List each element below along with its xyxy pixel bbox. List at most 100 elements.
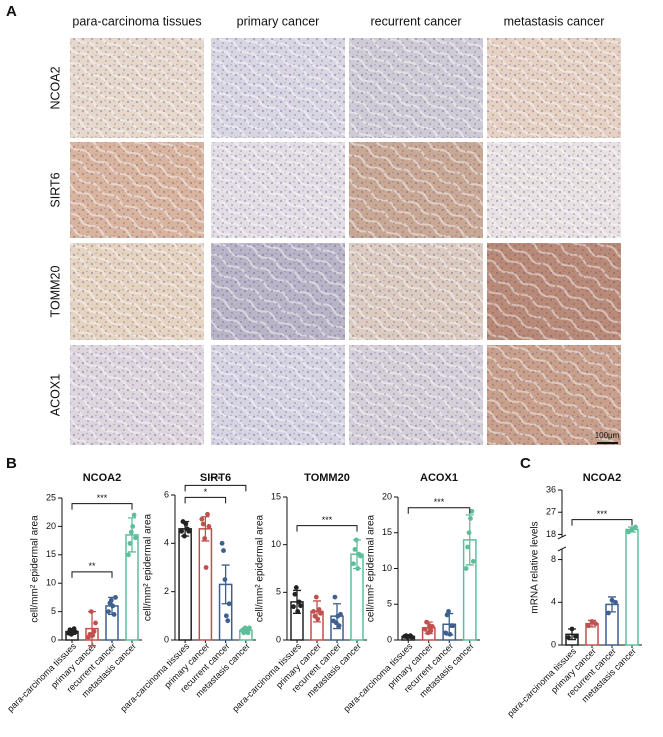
histology-nuclei [487, 38, 621, 138]
data-point [108, 597, 114, 603]
data-point [183, 521, 189, 527]
y-tick-label: 27 [546, 507, 556, 517]
data-point [127, 541, 133, 546]
y-tick-label: 20 [46, 521, 56, 531]
data-point [222, 577, 228, 582]
significance-bracket [71, 571, 113, 578]
data-point [465, 544, 470, 550]
histology-nuclei [211, 142, 345, 238]
panel-label: C [520, 455, 531, 472]
y-tick-label: 4 [164, 538, 169, 548]
data-point [318, 610, 323, 616]
data-point [352, 547, 358, 552]
y-tick-label: 36 [546, 484, 556, 494]
data-point [131, 512, 137, 518]
significance-bracket [296, 525, 358, 532]
histology-nuclei [487, 345, 621, 445]
significance-bracket [184, 484, 247, 492]
histology-nuclei [211, 38, 345, 138]
significance-label: ** [88, 561, 96, 571]
data-point [206, 524, 212, 529]
data-point [355, 566, 361, 571]
data-point [226, 601, 232, 607]
data-point [311, 609, 316, 614]
data-point [291, 604, 296, 610]
y-axis-label: cell/mm² epidermal area [30, 515, 41, 623]
data-point [633, 524, 638, 530]
data-point [573, 634, 578, 639]
column-header: metastasis cancer [504, 14, 605, 28]
significance-bracket [71, 503, 133, 510]
significance-label: * [204, 487, 208, 497]
chart-title: NCOA2 [583, 472, 622, 484]
y-tick-label: 5 [51, 606, 56, 616]
chart-title: SIRT6 [200, 472, 231, 484]
significance-label: *** [322, 515, 333, 525]
error-bar [128, 517, 136, 553]
data-point [313, 594, 319, 600]
error-bar [465, 514, 474, 566]
data-point [296, 599, 302, 605]
significance-label: *** [210, 475, 221, 485]
significance-label: *** [434, 497, 445, 507]
data-point [88, 609, 94, 614]
scale-bar-label: 100μm [595, 431, 620, 440]
y-axis-label: mRNA relative levels [530, 521, 541, 613]
chart-title: TOMM20 [304, 472, 350, 484]
histology-nuclei [349, 345, 483, 445]
data-point [202, 536, 208, 541]
histology-nuclei [349, 142, 483, 238]
data-point [315, 616, 321, 622]
data-point [200, 521, 206, 527]
data-point [351, 561, 356, 567]
y-tick-label: 0 [51, 634, 56, 644]
y-tick-label: 0 [387, 634, 392, 644]
y-tick-label: 15 [46, 549, 56, 559]
data-point [443, 630, 449, 636]
data-point [569, 626, 575, 632]
data-point [332, 594, 338, 600]
data-point [606, 610, 611, 616]
data-point [90, 633, 96, 638]
histology-nuclei [487, 243, 621, 340]
data-point [358, 553, 363, 559]
histology-nuclei [349, 38, 483, 138]
y-tick-label: 10 [46, 578, 56, 588]
histology-nuclei [349, 243, 483, 340]
histology-nuclei [70, 38, 204, 138]
data-point [73, 629, 78, 635]
significance-bracket [407, 507, 471, 514]
histology-nuclei [211, 243, 345, 340]
data-point [93, 620, 98, 626]
significance-bracket [571, 519, 633, 526]
chart-title: ACOX1 [420, 472, 458, 484]
y-axis-label: cell/mm² epidermal area [255, 514, 266, 622]
y-tick-label: 18 [546, 529, 556, 539]
panel-label: A [6, 3, 17, 20]
data-point [205, 511, 210, 517]
y-tick-label: 8 [551, 554, 556, 564]
histology-nuclei [211, 345, 345, 445]
y-tick-label: 6 [164, 489, 169, 499]
data-point [298, 603, 303, 609]
row-header: ACOX1 [48, 374, 62, 416]
data-point [409, 634, 415, 640]
data-point [468, 516, 473, 521]
data-point [113, 595, 118, 600]
axis-break [557, 534, 567, 552]
y-tick-label: 25 [46, 492, 56, 502]
data-point [247, 625, 252, 631]
histology-grid: para-carcinoma tissues primary cancer recu… [48, 14, 621, 445]
bar [625, 528, 639, 646]
column-header: para-carcinoma tissues [72, 14, 201, 28]
y-tick-label: 10 [271, 539, 281, 549]
data-point [128, 529, 134, 535]
y-tick-label: 0 [164, 634, 169, 644]
row-header: SIRT6 [48, 172, 62, 207]
y-tick-label: 10 [382, 563, 392, 573]
significance-bracket [184, 496, 227, 504]
y-tick-label: 0 [551, 639, 556, 649]
y-tick-label: 2 [164, 586, 169, 596]
histology-nuclei [487, 142, 621, 238]
